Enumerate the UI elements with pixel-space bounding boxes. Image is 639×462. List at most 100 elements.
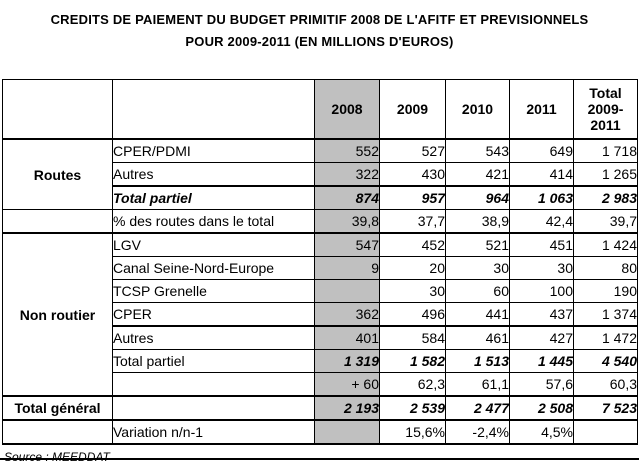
value-cell: 1 718 xyxy=(573,138,638,163)
value-cell: 30 xyxy=(379,279,446,303)
table-row-total-routes: Total partiel 874 957 964 1 063 2 983 xyxy=(3,185,638,210)
header-2011: 2011 xyxy=(509,79,574,140)
empty-cell xyxy=(112,395,315,421)
table-row: Autres 401 584 461 427 1 472 xyxy=(3,325,638,350)
value-cell: 649 xyxy=(509,138,574,163)
value-cell: 2 508 xyxy=(509,395,574,421)
row-label: Total partiel xyxy=(112,349,315,373)
value-cell: 1 513 xyxy=(445,349,510,373)
table-row: TCSP Grenelle 30 60 100 190 xyxy=(3,279,638,303)
value-cell: + 60 xyxy=(314,372,380,397)
value-cell: 401 xyxy=(314,325,380,350)
row-label: Autres xyxy=(112,162,315,187)
value-cell: 100 xyxy=(509,279,574,303)
value-cell: 4,5% xyxy=(509,419,574,445)
header-spacer xyxy=(112,79,315,140)
row-label: Canal Seine-Nord-Europe xyxy=(112,256,315,280)
value-cell: 552 xyxy=(314,138,380,163)
value-cell: 80 xyxy=(573,256,638,280)
value-cell: 421 xyxy=(445,162,510,187)
table-row-total-non-routier: Total partiel 1 319 1 582 1 513 1 445 4 … xyxy=(3,349,638,373)
row-label: CPER xyxy=(112,302,315,327)
row-label xyxy=(112,372,315,397)
value-cell: -2,4% xyxy=(445,419,510,445)
value-cell: 322 xyxy=(314,162,380,187)
value-cell: 30 xyxy=(509,256,574,280)
row-label: CPER/PDMI xyxy=(112,138,315,163)
value-cell xyxy=(573,419,638,445)
value-cell: 2 477 xyxy=(445,395,510,421)
value-cell: 957 xyxy=(379,185,446,210)
value-cell xyxy=(314,279,380,303)
row-label: Variation n/n-1 xyxy=(112,419,315,445)
value-cell: 2 193 xyxy=(314,395,380,421)
bottom-divider xyxy=(0,458,639,460)
row-label: Autres xyxy=(112,325,315,350)
value-cell: 60,3 xyxy=(573,372,638,397)
header-spacer xyxy=(2,79,113,140)
value-cell: 414 xyxy=(509,162,574,187)
value-cell: 1 445 xyxy=(509,349,574,373)
value-cell: 42,4 xyxy=(509,209,574,234)
value-cell: 1 063 xyxy=(509,185,574,210)
value-cell: 461 xyxy=(445,325,510,350)
value-cell: 584 xyxy=(379,325,446,350)
header-2009: 2009 xyxy=(379,79,446,140)
value-cell: 1 374 xyxy=(573,302,638,327)
table-row: % des routes dans le total 39,8 37,7 38,… xyxy=(2,209,638,234)
value-cell: 60 xyxy=(445,279,510,303)
header-total-2009-2011: Total 2009- 2011 xyxy=(573,79,638,140)
value-cell: 427 xyxy=(509,325,574,350)
value-cell: 1 424 xyxy=(573,232,638,257)
value-cell: 547 xyxy=(314,232,380,257)
value-cell: 1 582 xyxy=(379,349,446,373)
value-cell: 2 983 xyxy=(573,185,638,210)
value-cell: 7 523 xyxy=(573,395,638,421)
header-row: 2008 2009 2010 2011 Total 2009- 2011 xyxy=(2,79,638,140)
value-cell: 543 xyxy=(445,138,510,163)
row-label: % des routes dans le total xyxy=(112,209,315,234)
title-line-2: POUR 2009-2011 (EN MILLIONS D'EUROS) xyxy=(185,34,454,49)
header-total-line2: 2009- xyxy=(587,101,624,117)
header-total-line1: Total xyxy=(589,85,622,101)
value-cell: 362 xyxy=(314,302,380,327)
value-cell: 496 xyxy=(379,302,446,327)
value-cell: 452 xyxy=(379,232,446,257)
value-cell: 437 xyxy=(509,302,574,327)
value-cell: 521 xyxy=(445,232,510,257)
value-cell: 38,9 xyxy=(445,209,510,234)
value-cell: 1 265 xyxy=(573,162,638,187)
document-title: CREDITS DE PAIEMENT DU BUDGET PRIMITIF 2… xyxy=(0,0,639,53)
header-total-line3: 2011 xyxy=(590,117,621,133)
header-2010: 2010 xyxy=(445,79,510,140)
value-cell: 190 xyxy=(573,279,638,303)
value-cell: 441 xyxy=(445,302,510,327)
row-label: TCSP Grenelle xyxy=(112,279,315,303)
title-line-1: CREDITS DE PAIEMENT DU BUDGET PRIMITIF 2… xyxy=(50,12,589,27)
value-cell: 1 472 xyxy=(573,325,638,350)
value-cell: 430 xyxy=(379,162,446,187)
row-label: Total partiel xyxy=(112,185,315,210)
value-cell: 1 319 xyxy=(314,349,380,373)
value-cell: 37,7 xyxy=(379,209,446,234)
value-cell: 2 539 xyxy=(379,395,446,421)
header-2008: 2008 xyxy=(314,79,380,140)
value-cell: 57,6 xyxy=(509,372,574,397)
value-cell: 527 xyxy=(379,138,446,163)
empty-cell xyxy=(2,419,113,445)
table-row: Routes CPER/PDMI 552 527 543 649 1 718 xyxy=(2,138,638,210)
value-cell: 39,7 xyxy=(573,209,638,234)
table-row: Non routier LGV 547 452 521 451 1 424 xyxy=(2,232,638,397)
value-cell: 62,3 xyxy=(379,372,446,397)
group-cell-routes: Routes xyxy=(2,138,113,210)
group-cell-total-general: Total général xyxy=(2,395,113,421)
value-cell: 451 xyxy=(509,232,574,257)
value-cell: 61,1 xyxy=(445,372,510,397)
group-cell-non-routier: Non routier xyxy=(2,232,113,397)
value-cell: 4 540 xyxy=(573,349,638,373)
value-cell: 30 xyxy=(445,256,510,280)
table-row: + 60 62,3 61,1 57,6 60,3 xyxy=(3,372,638,397)
value-cell: 874 xyxy=(314,185,380,210)
value-cell: 20 xyxy=(379,256,446,280)
